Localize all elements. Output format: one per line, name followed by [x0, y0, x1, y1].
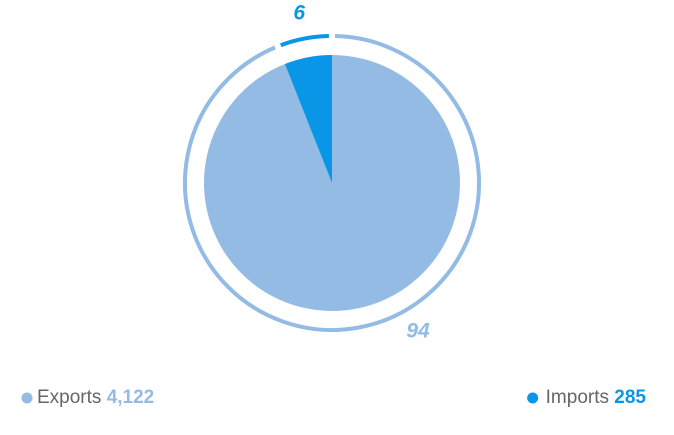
- legend-name: Imports: [546, 387, 609, 408]
- legend-dot: [527, 392, 539, 404]
- slice-label: 94: [406, 320, 430, 343]
- legend-item: Exports 4,122: [21, 387, 154, 408]
- ring-arc: [280, 34, 329, 48]
- slice-label: 6: [293, 2, 305, 25]
- legend-text: Imports 285: [546, 387, 647, 408]
- pie-slice: [284, 55, 332, 183]
- legend-value: 4,122: [107, 387, 155, 408]
- legend-dot: [21, 392, 33, 404]
- legend-text: Exports 4,122: [37, 387, 154, 408]
- ring-arc: [183, 34, 481, 332]
- legend-item: Imports 285: [527, 387, 646, 408]
- legend-value: 285: [614, 387, 646, 408]
- legend-name: Exports: [37, 387, 101, 408]
